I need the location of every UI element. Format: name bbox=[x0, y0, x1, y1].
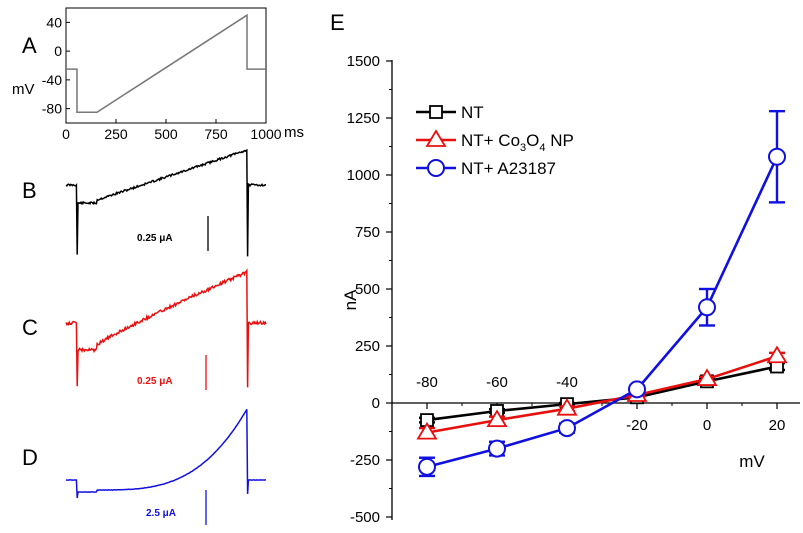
data-point bbox=[766, 345, 788, 364]
panel-a-letter: A bbox=[22, 33, 37, 58]
legend: NT NT+ Co3O4 NP NT+ A23187 bbox=[416, 103, 574, 178]
panel-a-xtick-label: 1000 bbox=[250, 126, 281, 142]
panel-a-ytick-label: 40 bbox=[46, 14, 62, 30]
trace-d-line bbox=[65, 409, 266, 499]
y-tick-label: -500 bbox=[350, 509, 380, 526]
panel-a-frame bbox=[65, 7, 267, 124]
panel-a-ytick-label: 0 bbox=[54, 43, 62, 59]
x-tick-label: -20 bbox=[626, 417, 648, 434]
y-tick-label: 750 bbox=[355, 224, 380, 241]
data-point bbox=[488, 439, 506, 458]
legend-item-3: NT+ A23187 bbox=[416, 159, 556, 178]
panel-a-xtick-label: 0 bbox=[62, 126, 70, 142]
x-tick-label: 0 bbox=[703, 417, 711, 434]
panel-c-trace: 0.25 μA bbox=[65, 268, 267, 390]
series-3 bbox=[418, 109, 786, 478]
panel-a-protocol: 40 0 -40 -80 0 250 500 750 1000 mV ms bbox=[12, 7, 304, 142]
trace-c-line bbox=[65, 268, 267, 388]
scale-label-c: 0.25 μA bbox=[137, 376, 173, 387]
panel-d-trace: 2.5 μA bbox=[65, 409, 266, 525]
panel-c-letter: C bbox=[22, 315, 38, 340]
scale-label-b: 0.25 μA bbox=[137, 233, 173, 244]
panel-e-iv-plot: -500 -250 0 250 500 750 1000 1250 1500 -80 -60 -40… bbox=[341, 53, 800, 526]
y-tick-label: 250 bbox=[355, 338, 380, 355]
x-axis-label: mV bbox=[739, 452, 765, 471]
scale-label-d: 2.5 μA bbox=[146, 508, 176, 519]
series-2 bbox=[416, 345, 788, 440]
y-tick-label: 1500 bbox=[347, 53, 380, 70]
legend-label: NT+ A23187 bbox=[461, 159, 556, 178]
x-tick-label: 20 bbox=[769, 417, 786, 434]
y-tick-label: -250 bbox=[350, 452, 380, 469]
legend-marker bbox=[427, 159, 445, 177]
y-tick-label: 1250 bbox=[347, 110, 380, 127]
y-axis-label: nA bbox=[341, 289, 360, 310]
panel-a-xtick-label: 250 bbox=[104, 126, 128, 142]
series-line bbox=[426, 355, 778, 434]
data-point bbox=[486, 409, 508, 428]
protocol-trace bbox=[66, 13, 266, 113]
y-tick-label: 500 bbox=[355, 281, 380, 298]
data-point bbox=[558, 419, 576, 438]
panel-a-ylabel: mV bbox=[12, 81, 35, 98]
trace-b-line bbox=[65, 148, 267, 257]
series-line bbox=[426, 156, 779, 469]
legend-item-1: NT bbox=[416, 103, 484, 122]
legend-item-2: NT+ Co3O4 NP bbox=[416, 129, 574, 154]
panel-b-trace: 0.25 μA bbox=[65, 148, 267, 257]
legend-label: NT bbox=[461, 103, 484, 122]
data-point bbox=[418, 457, 436, 476]
y-tick-label: 0 bbox=[372, 395, 380, 412]
panel-a-xlabel: ms bbox=[284, 124, 304, 141]
panel-a-xtick-label: 750 bbox=[204, 126, 228, 142]
data-point bbox=[416, 421, 438, 440]
data-point bbox=[696, 368, 718, 386]
legend-marker bbox=[425, 129, 447, 147]
x-tick-label: -60 bbox=[486, 374, 508, 391]
x-tick-label: -40 bbox=[556, 374, 578, 391]
y-tick-label: 1000 bbox=[347, 167, 380, 184]
data-point bbox=[556, 397, 578, 416]
panel-a-xtick-label: 500 bbox=[154, 126, 178, 142]
data-point bbox=[698, 298, 716, 317]
data-point bbox=[628, 380, 646, 399]
panel-b-letter: B bbox=[22, 178, 37, 203]
legend-marker bbox=[429, 105, 443, 119]
panel-e-letter: E bbox=[330, 10, 345, 35]
x-tick-label: -80 bbox=[416, 374, 438, 391]
panel-a-ytick-label: -80 bbox=[42, 101, 62, 117]
legend-label: NT+ Co3O4 NP bbox=[461, 131, 574, 154]
panel-a-ytick-label: -40 bbox=[42, 72, 62, 88]
data-point bbox=[768, 147, 786, 166]
panel-d-letter: D bbox=[22, 445, 38, 470]
